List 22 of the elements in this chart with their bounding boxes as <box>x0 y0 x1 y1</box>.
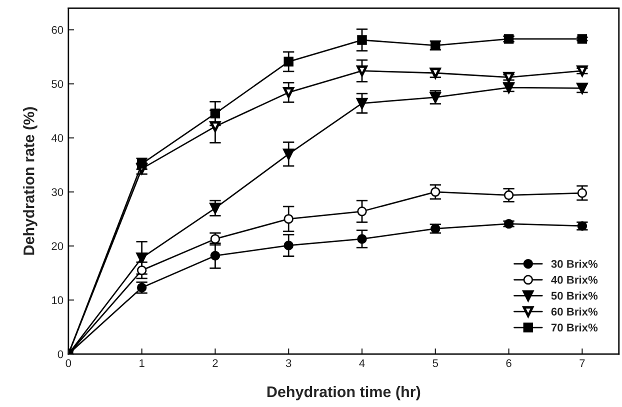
legend-label: 30 Brix% <box>551 260 598 268</box>
y-tick-label: 60 <box>52 26 64 34</box>
x-tick-label: 7 <box>580 359 585 368</box>
y-tick-label: 10 <box>52 296 64 304</box>
legend-label: 60 Brix% <box>551 307 598 316</box>
y-tick-label: 20 <box>52 242 64 250</box>
legend-label: 50 Brix% <box>551 292 598 300</box>
x-tick-label: 5 <box>432 359 438 368</box>
x-axis-title: Dehydration time (hr) <box>267 386 420 400</box>
x-tick-label: 3 <box>286 359 292 368</box>
y-axis-title: Dehydration rate (%) <box>23 107 38 255</box>
x-tick-label: 1 <box>140 359 144 368</box>
y-tick-label: 0 <box>58 350 64 358</box>
y-tick-label: 40 <box>51 134 64 142</box>
legend-label: 70 Brix% <box>551 323 598 332</box>
x-tick-label: 0 <box>66 359 72 368</box>
x-tick-label: 6 <box>506 359 512 368</box>
x-tick-label: 4 <box>359 359 365 368</box>
legend-label: 40 Brix% <box>551 276 598 284</box>
x-tick-label: 2 <box>212 359 218 368</box>
y-tick-label: 30 <box>52 188 64 196</box>
y-tick-label: 50 <box>52 80 64 88</box>
